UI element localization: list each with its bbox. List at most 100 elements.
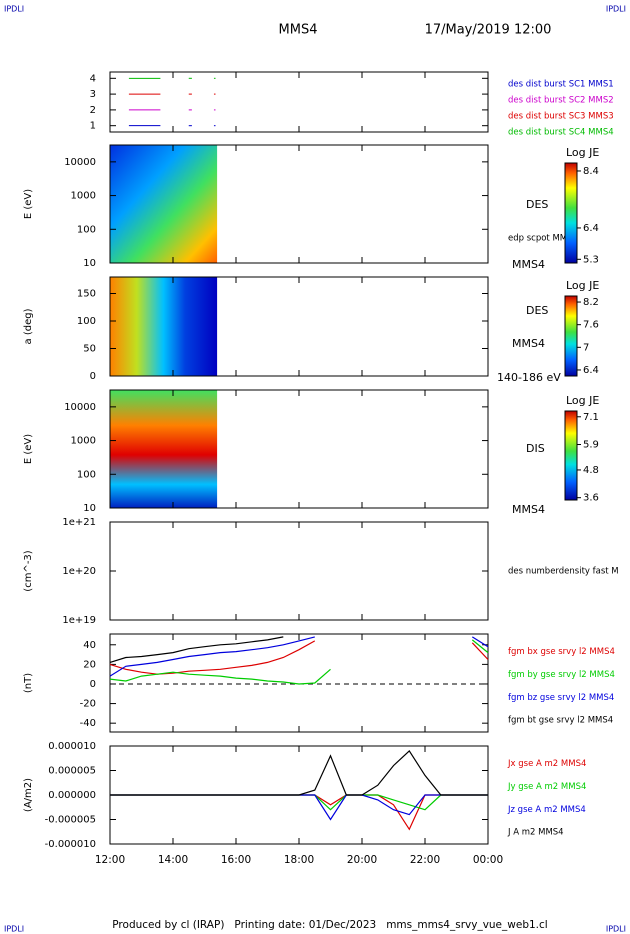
colorbar-tick-label: 7.6 (583, 320, 599, 331)
colorbar-tick-label: 6.4 (583, 223, 599, 234)
y-tick-label: 10 (83, 503, 96, 514)
y-axis-label: (nT) (23, 673, 34, 693)
y-tick-label: 0 (90, 679, 96, 690)
y-axis-label: E (eV) (23, 434, 34, 464)
legend-entry: fgm bt gse srvy l2 MMS4 (508, 716, 613, 726)
series-line (110, 794, 488, 821)
y-tick-label: 150 (77, 289, 96, 300)
corner-label: IPDLI (606, 5, 626, 14)
y-axis-label: (cm^-3) (23, 550, 34, 591)
colorbar-tick-label: 5.3 (583, 254, 599, 265)
y-tick-label: -40 (80, 718, 96, 729)
legend-entry: fgm bz gse srvy l2 MMS4 (508, 693, 614, 703)
legend-entry: J A m2 MMS4 (507, 828, 564, 838)
colorbar-tick-label: 7.1 (583, 412, 599, 423)
y-axis-label: (A/m2) (23, 778, 34, 812)
y-tick-label: 4 (90, 73, 96, 84)
colorbar (564, 410, 578, 501)
y-tick-label: 0.000010 (48, 741, 96, 752)
legend-entry: fgm bx gse srvy l2 MMS4 (508, 647, 615, 657)
x-tick-label: 12:00 (95, 854, 125, 866)
x-tick-label: 22:00 (410, 854, 440, 866)
colorbar-tick-label: 3.6 (583, 493, 599, 504)
colorbar (564, 162, 578, 264)
legend-entry: des numberdensity fast M (508, 567, 619, 577)
series-line (109, 640, 489, 675)
colorbar-title: Log JE (566, 146, 599, 159)
x-tick-label: 16:00 (221, 854, 251, 866)
y-tick-label: -0.000010 (45, 839, 96, 850)
colorbar-tick-label: 8.2 (583, 297, 599, 308)
panel-label: edp scpot MMS4 (508, 234, 578, 244)
series-line (110, 794, 488, 831)
legend-entry: des dist burst SC4 MMS4 (508, 128, 614, 138)
y-tick-label: 20 (83, 659, 96, 670)
panel-label: DES (526, 304, 548, 317)
legend-entry: Jz gse A m2 MMS4 (507, 805, 586, 815)
title: MMS4 (279, 23, 318, 38)
y-tick-label: -0.000005 (45, 815, 96, 826)
corner-label: IPDLI (4, 925, 24, 934)
series-line (110, 794, 488, 811)
date: 17/May/2019 12:00 (425, 23, 552, 38)
panel-label: MMS4 (512, 337, 545, 350)
colorbar-tick-label: 7 (583, 342, 589, 353)
series-line (109, 636, 489, 677)
panel-label: DES (526, 198, 548, 211)
y-tick-label: 0 (90, 371, 96, 382)
panel-label: 140-186 eV (497, 371, 561, 384)
y-tick-label: 0.000005 (48, 766, 96, 777)
colorbar-title: Log JE (566, 279, 599, 292)
y-tick-label: 1 (90, 121, 96, 132)
y-tick-label: 100 (77, 469, 96, 480)
series-line (110, 749, 488, 796)
spectrogram-image (110, 277, 218, 376)
legend-entry: des dist burst SC2 MMS2 (508, 96, 614, 106)
panel-label: MMS4 (512, 258, 545, 271)
x-tick-label: 14:00 (158, 854, 188, 866)
y-tick-label: 100 (77, 316, 96, 327)
x-tick-label: 20:00 (347, 854, 377, 866)
series-line (109, 636, 284, 663)
colorbar-title: Log JE (566, 394, 599, 407)
panel-frame (109, 71, 489, 133)
panel-label: MMS4 (512, 503, 545, 516)
y-tick-label: 10 (83, 258, 96, 269)
footer: Produced by cl (IRAP) Printing date: 01/… (112, 919, 547, 931)
y-tick-label: 100 (77, 224, 96, 235)
legend-entry: des dist burst SC3 MMS3 (508, 112, 614, 122)
y-tick-label: 0.000000 (48, 790, 96, 801)
spectrogram-image (110, 390, 218, 508)
y-tick-label: 1e+20 (62, 566, 96, 577)
colorbar-tick-label: 8.4 (583, 166, 599, 177)
y-tick-label: 10000 (64, 157, 96, 168)
y-axis-label: E (eV) (23, 189, 34, 219)
x-tick-label: 18:00 (284, 854, 314, 866)
y-tick-label: 2 (90, 105, 96, 116)
legend-entry: Jy gse A m2 MMS4 (507, 782, 586, 792)
colorbar-tick-label: 5.9 (583, 440, 599, 451)
y-tick-label: 1000 (71, 191, 96, 202)
panel-frame (109, 633, 489, 733)
y-axis-label: a (deg) (23, 308, 34, 344)
legend-entry: Jx gse A m2 MMS4 (507, 759, 586, 769)
colorbar (564, 295, 578, 377)
panel-frame (109, 521, 489, 621)
y-tick-label: 10000 (64, 402, 96, 413)
colorbar-tick-label: 6.4 (583, 365, 599, 376)
x-tick-label: 00:00 (473, 854, 503, 866)
panel-label: DIS (526, 442, 545, 455)
legend-entry: fgm by gse srvy l2 MMS4 (508, 670, 615, 680)
y-tick-label: 1e+19 (62, 615, 96, 626)
y-tick-label: 1000 (71, 436, 96, 447)
legend-entry: des dist burst SC1 MMS1 (508, 80, 614, 90)
y-tick-label: 1e+21 (62, 517, 96, 528)
corner-label: IPDLI (606, 925, 626, 934)
spectrogram-image (110, 145, 218, 263)
y-tick-label: -20 (80, 699, 96, 710)
series-line (109, 639, 489, 685)
y-tick-label: 40 (83, 640, 96, 651)
y-tick-label: 3 (90, 89, 96, 100)
colorbar-tick-label: 4.8 (583, 465, 599, 476)
corner-label: IPDLI (4, 5, 24, 14)
